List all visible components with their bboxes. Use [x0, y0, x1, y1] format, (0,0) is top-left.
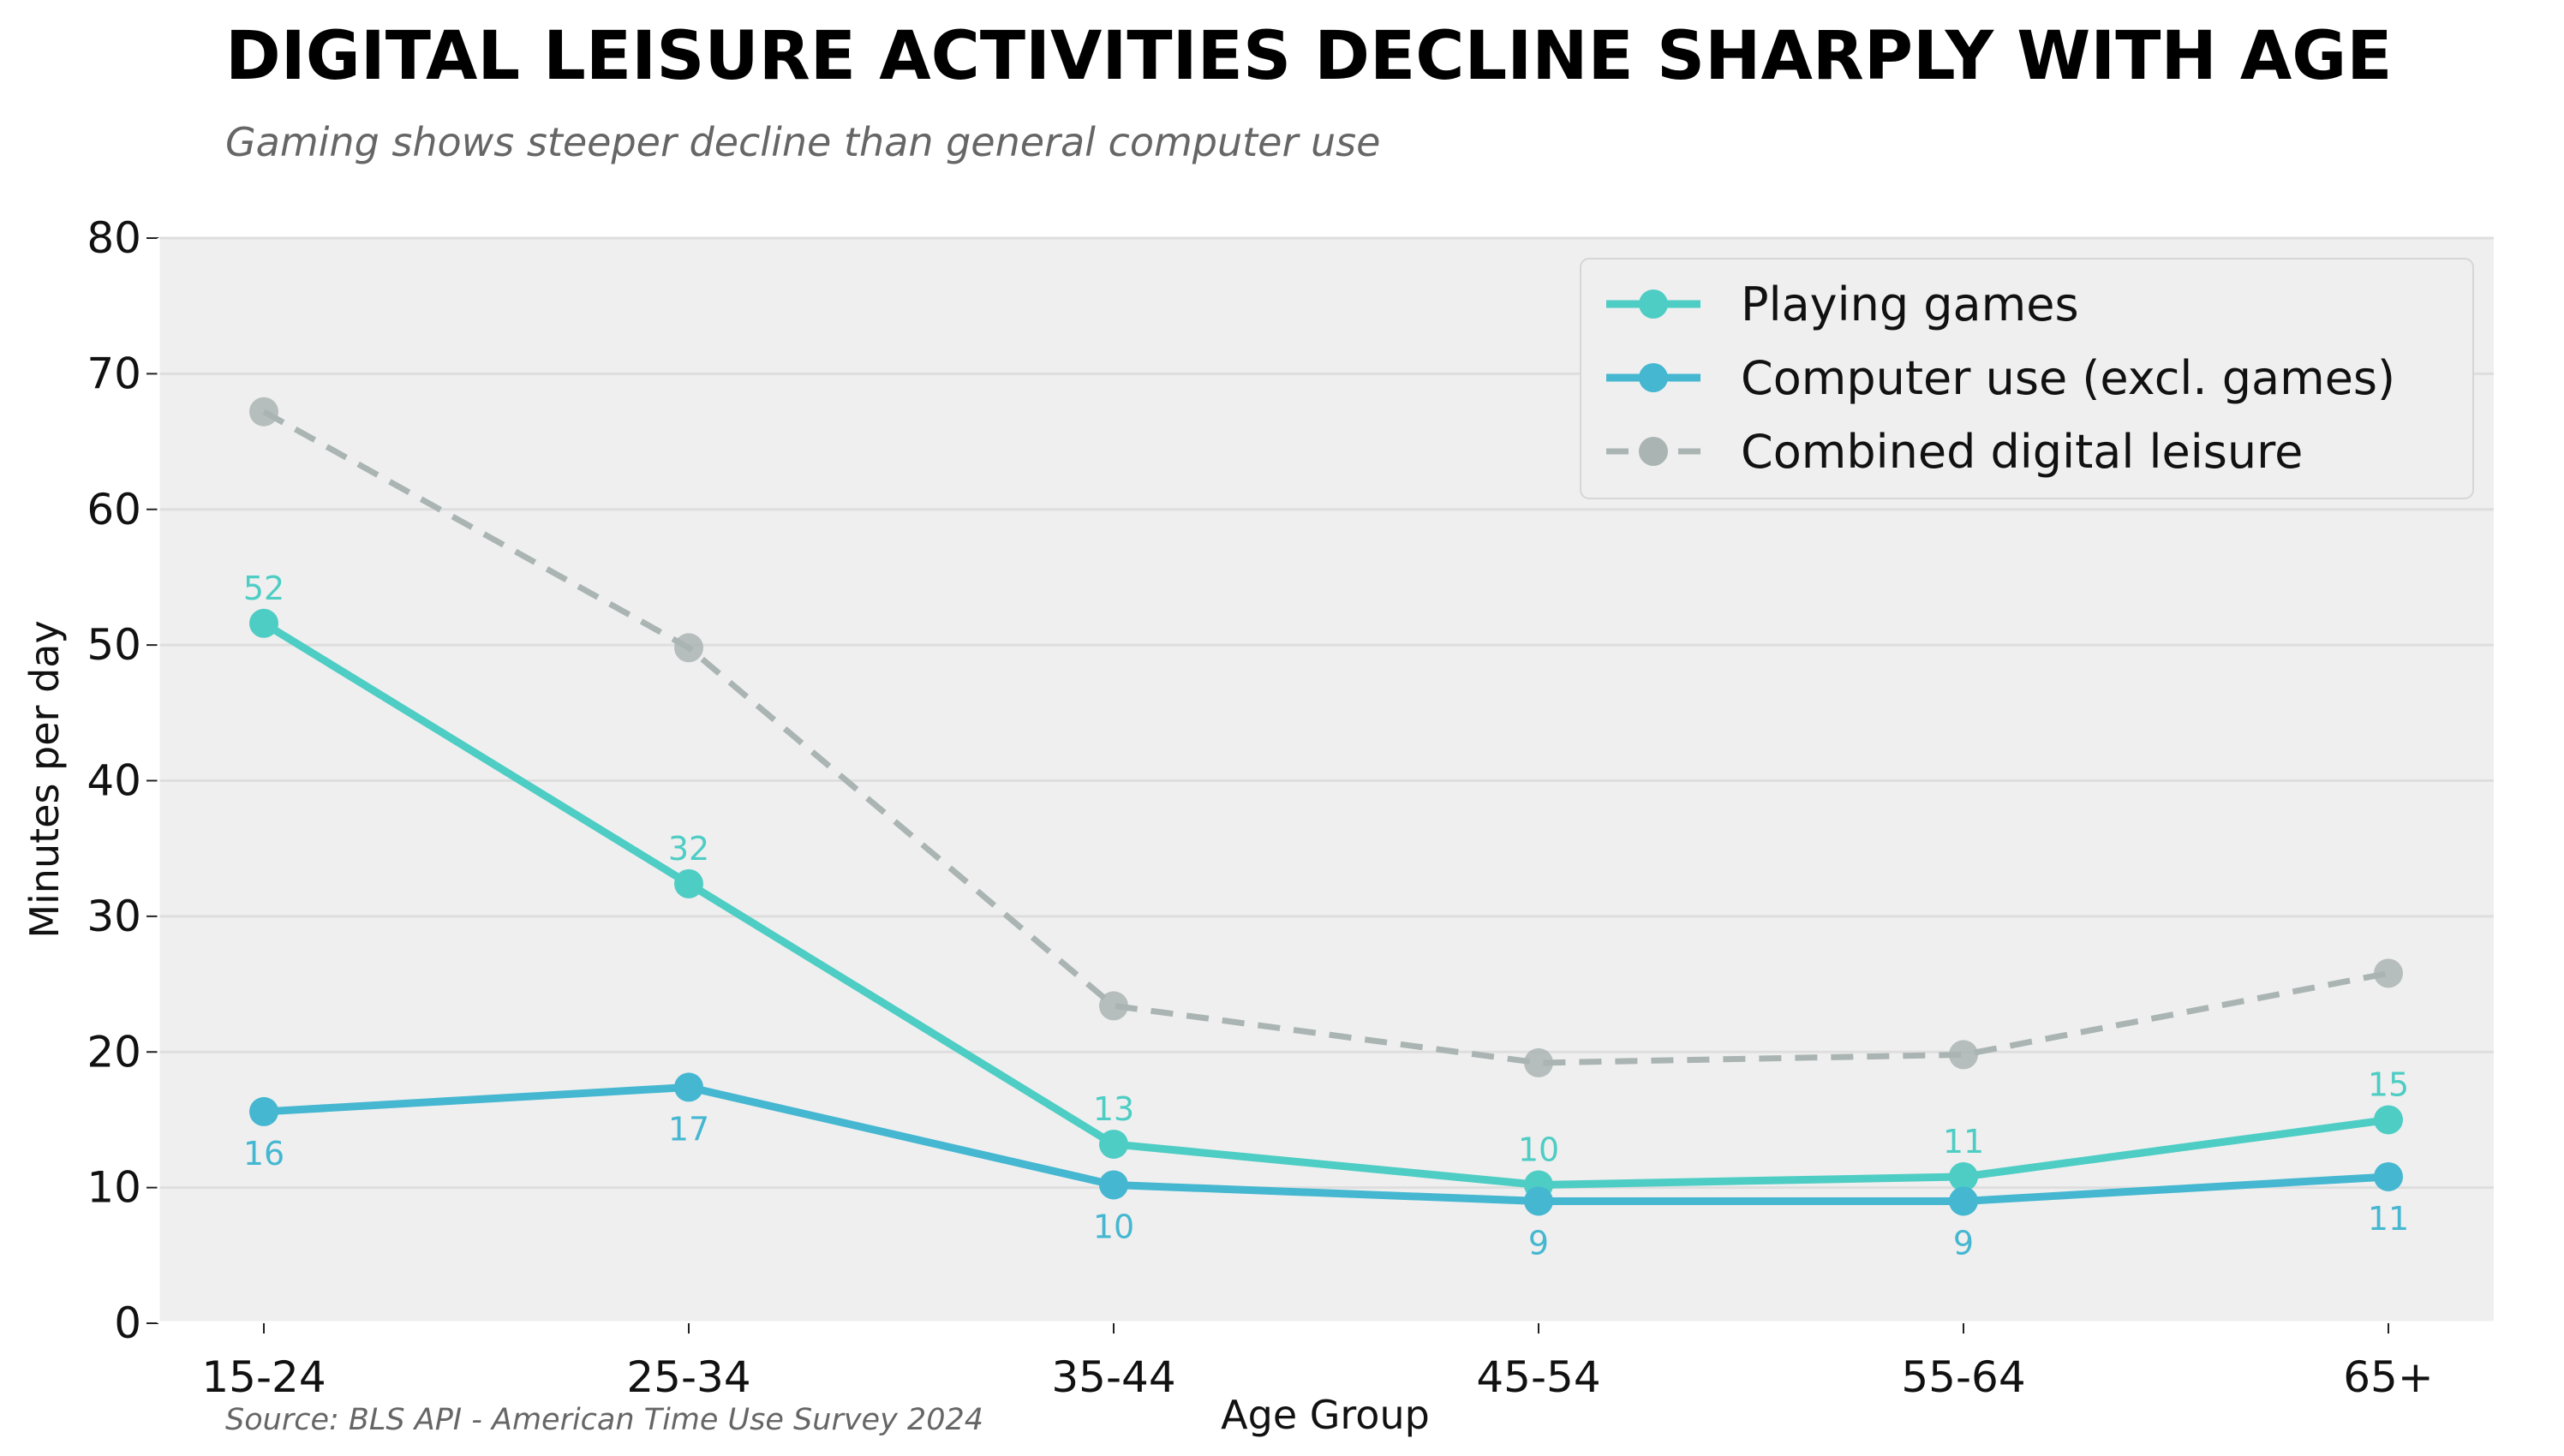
- source-note: Source: BLS API - American Time Use Surv…: [225, 1403, 983, 1437]
- x-tick-label: 15-24: [201, 1352, 326, 1402]
- point-combined-digital-leisure: [249, 397, 278, 427]
- legend-label: Computer use (excl. games): [1741, 351, 2395, 405]
- point-combined-digital-leisure: [1099, 991, 1128, 1021]
- point-combined-digital-leisure: [2374, 958, 2403, 988]
- chart-title: DIGITAL LEISURE ACTIVITIES DECLINE SHARP…: [225, 18, 2393, 95]
- x-tick-label: 55-64: [1901, 1352, 2025, 1402]
- series-line-computer-use-excl-games: [260, 1083, 2393, 1205]
- y-tick-label: 30: [87, 892, 141, 941]
- chart-subtitle: Gaming shows steeper decline than genera…: [225, 119, 1380, 165]
- point-computer-use-excl-games: [1524, 1186, 1553, 1216]
- data-label-playing-games: 13: [1093, 1090, 1134, 1128]
- legend-marker: [1639, 289, 1668, 319]
- x-tick-label: 35-44: [1051, 1352, 1175, 1402]
- data-label-computer-use-excl-games: 16: [243, 1135, 284, 1173]
- legend-label: Combined digital leisure: [1741, 425, 2303, 479]
- series-line-playing-games: [260, 619, 2393, 1189]
- data-label-playing-games: 15: [2368, 1065, 2409, 1103]
- legend-label: Playing games: [1741, 277, 2079, 331]
- data-label-computer-use-excl-games: 9: [1953, 1224, 1974, 1262]
- x-tick-label: 45-54: [1476, 1352, 1600, 1402]
- y-tick-label: 70: [87, 349, 141, 398]
- data-label-playing-games: 52: [243, 570, 284, 607]
- legend-box: [1580, 258, 2474, 499]
- point-playing-games: [1949, 1161, 1978, 1191]
- y-tick-label: 0: [114, 1298, 141, 1348]
- data-labels: 52 32 13 10 11 15 16 17 10 9 9 11: [243, 570, 2409, 1262]
- x-tick-label: 65+: [2343, 1352, 2434, 1402]
- point-playing-games: [249, 608, 278, 638]
- data-label-computer-use-excl-games: 17: [668, 1110, 709, 1148]
- point-computer-use-excl-games: [674, 1072, 703, 1102]
- point-computer-use-excl-games: [1099, 1170, 1128, 1200]
- point-combined-digital-leisure: [1949, 1040, 1978, 1070]
- x-axis-label: Age Group: [1221, 1392, 1430, 1438]
- y-tick-label: 50: [87, 620, 141, 670]
- data-label-playing-games: 32: [668, 830, 709, 868]
- x-tick-label: 25-34: [626, 1352, 750, 1402]
- y-axis-label: Minutes per day: [21, 620, 68, 938]
- data-label-computer-use-excl-games: 10: [1093, 1208, 1134, 1245]
- data-label-playing-games: 10: [1518, 1131, 1559, 1168]
- axes: 0 10 20 30 40 50 60 70 80 15-24 25-34 35-44 45-54 55-…: [87, 213, 2494, 1402]
- point-combined-digital-leisure: [674, 633, 703, 663]
- point-combined-digital-leisure: [1524, 1047, 1553, 1077]
- legend-marker: [1639, 363, 1668, 392]
- point-computer-use-excl-games: [1949, 1186, 1978, 1216]
- point-playing-games: [1099, 1129, 1128, 1159]
- y-tick-label: 40: [87, 756, 141, 806]
- series-layer: [249, 397, 2403, 1216]
- point-playing-games: [674, 868, 703, 898]
- y-tick-label: 80: [87, 213, 141, 263]
- y-tick-label: 20: [87, 1027, 141, 1077]
- data-label-computer-use-excl-games: 11: [2368, 1200, 2409, 1238]
- point-playing-games: [2374, 1105, 2403, 1135]
- data-label-playing-games: 11: [1943, 1123, 1984, 1161]
- legend-marker: [1639, 437, 1668, 466]
- data-label-computer-use-excl-games: 9: [1528, 1224, 1549, 1262]
- y-tick-label: 60: [87, 485, 141, 534]
- y-tick-label: 10: [87, 1163, 141, 1213]
- series-line-combined-digital-leisure: [262, 409, 2389, 1066]
- legend: Playing games Computer use (excl. games) C…: [1580, 258, 2474, 499]
- point-computer-use-excl-games: [2374, 1161, 2403, 1191]
- point-computer-use-excl-games: [249, 1096, 278, 1126]
